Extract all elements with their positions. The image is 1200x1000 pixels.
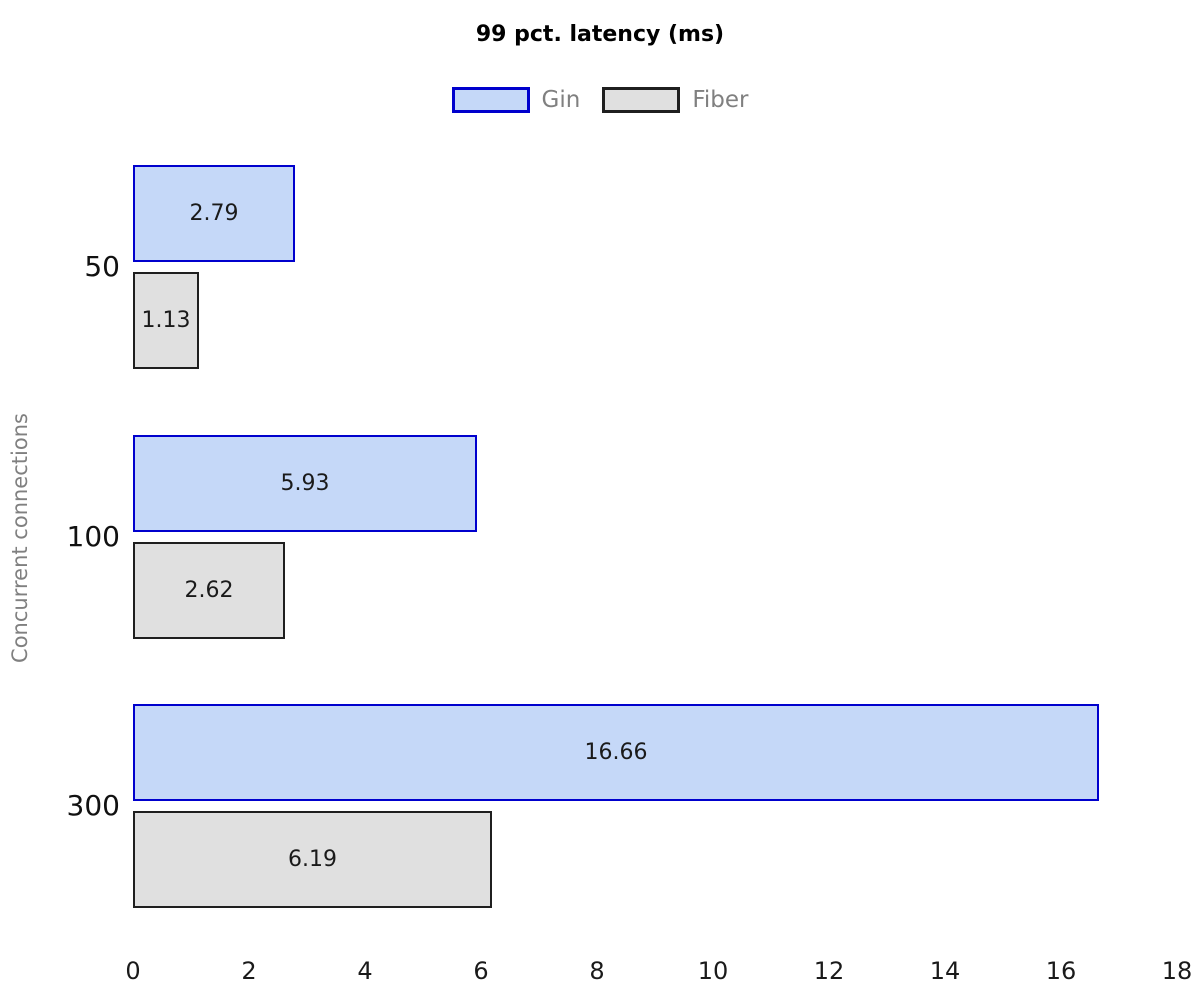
legend-label-gin: Gin <box>541 87 581 113</box>
bar-value-label-gin-300: 16.66 <box>584 740 648 765</box>
x-tick-0: 0 <box>125 957 141 985</box>
bar-fiber-100: 2.62 <box>133 542 285 639</box>
x-tick-6: 6 <box>473 957 489 985</box>
legend-swatch-fiber <box>602 87 681 113</box>
bar-gin-300: 16.66 <box>133 704 1099 801</box>
x-tick-16: 16 <box>1045 957 1077 985</box>
category-label-50: 50 <box>84 250 120 283</box>
category-label-100: 100 <box>66 520 120 553</box>
x-tick-14: 14 <box>929 957 961 985</box>
x-tick-2: 2 <box>241 957 257 985</box>
x-tick-8: 8 <box>589 957 605 985</box>
bar-value-label-fiber-300: 6.19 <box>288 847 337 872</box>
chart-title: 99 pct. latency (ms) <box>475 22 725 47</box>
category-label-300: 300 <box>66 789 120 822</box>
x-tick-18: 18 <box>1161 957 1193 985</box>
bar-value-label-gin-50: 2.79 <box>189 201 239 226</box>
legend-swatch-gin <box>451 87 530 113</box>
bar-fiber-50: 1.13 <box>133 272 199 369</box>
x-tick-10: 10 <box>697 957 729 985</box>
bar-gin-50: 2.79 <box>133 165 295 262</box>
bar-gin-100: 5.93 <box>133 435 477 532</box>
bar-value-label-gin-100: 5.93 <box>280 471 330 496</box>
x-tick-4: 4 <box>357 957 373 985</box>
bar-value-label-fiber-50: 1.13 <box>141 308 191 333</box>
bar-fiber-300: 6.19 <box>133 811 492 908</box>
x-tick-12: 12 <box>813 957 845 985</box>
legend-label-fiber: Fiber <box>692 87 749 113</box>
bar-value-label-fiber-100: 2.62 <box>184 578 234 603</box>
legend: Gin Fiber <box>0 87 1200 113</box>
